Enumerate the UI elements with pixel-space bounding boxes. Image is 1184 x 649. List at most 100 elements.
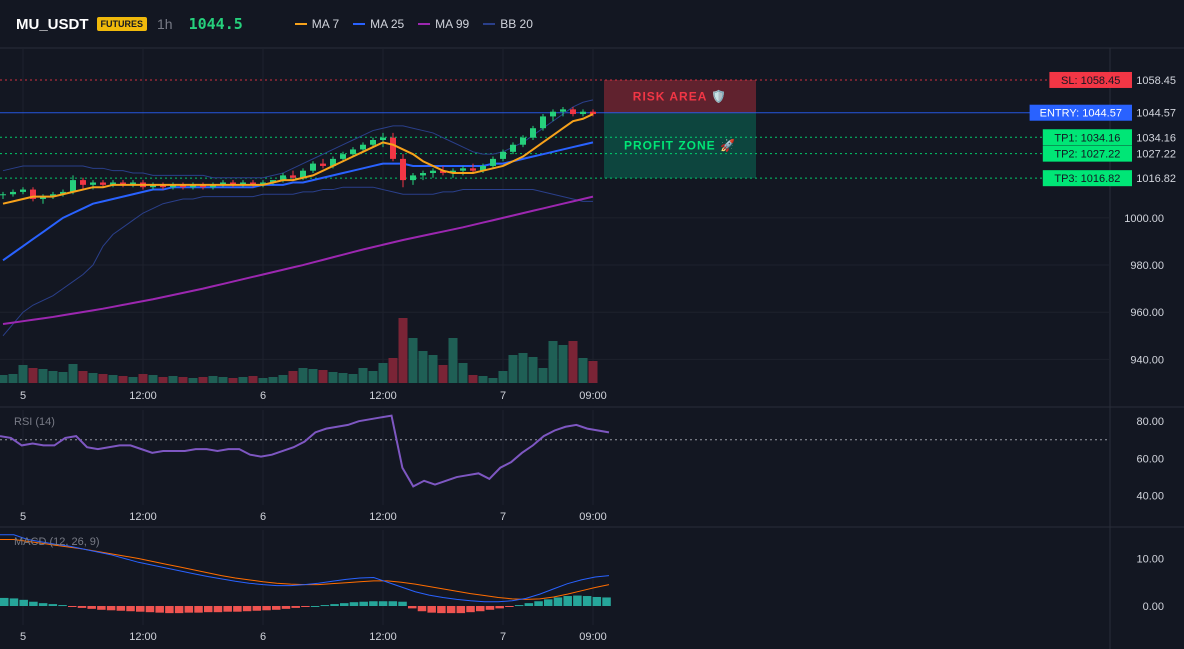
volume-bar [338, 373, 348, 383]
candle-body [500, 151, 506, 159]
candle-body [130, 182, 136, 185]
legend-swatch [353, 23, 366, 25]
candle-body [0, 194, 6, 196]
level-badge[interactable] [1042, 170, 1132, 187]
macd-histogram-bar [310, 606, 320, 607]
symbol-name[interactable]: MU_USDT [16, 15, 89, 33]
legend-ma7[interactable]: MA 7 [294, 17, 340, 31]
level-price-tick: 1027.22 [1136, 149, 1176, 161]
legend-swatch [418, 23, 431, 25]
macd-histogram-bar [349, 602, 359, 606]
volume-bar [588, 361, 598, 383]
indicator-legend: MA 7 MA 25 MA 99 BB 20 [294, 17, 547, 31]
profit-zone-label: PROFIT ZONE 🚀 [624, 138, 736, 152]
volume-bar [38, 369, 48, 383]
macd-histogram-bar [437, 606, 446, 614]
macd-histogram-bar [77, 606, 87, 608]
level-badge[interactable] [1042, 129, 1132, 146]
level-badge[interactable] [1029, 104, 1132, 121]
legend-ma99[interactable]: MA 99 [418, 17, 469, 31]
macd-histogram-bar [320, 605, 330, 607]
legend-ma25[interactable]: MA 25 [353, 17, 404, 31]
macd-histogram-bar [476, 606, 485, 612]
candle-body [300, 170, 306, 178]
volume-bar [458, 363, 468, 383]
candle-body [330, 158, 336, 166]
price-axis-tick: 1000.00 [1124, 213, 1164, 225]
volume-bar [378, 363, 388, 383]
futures-badge: FUTURES [96, 17, 148, 31]
macd-histogram-bar [301, 606, 310, 607]
legend-bb20[interactable]: BB 20 [483, 17, 533, 31]
candle-body [350, 149, 356, 155]
macd-histogram-bar [0, 597, 9, 606]
bollinger-upper [2, 99, 594, 179]
time-axis-tick: 12:00 [129, 631, 157, 643]
level-badge-label: ENTRY: 1044.57 [1040, 108, 1122, 120]
time-axis-tick: 5 [20, 631, 26, 643]
macd-histogram-bar [602, 597, 611, 606]
macd-histogram-bar [456, 606, 466, 614]
time-axis-tick: 6 [260, 511, 266, 523]
macd-axis-tick: 0.00 [1143, 601, 1164, 613]
legend-label: MA 7 [311, 17, 340, 31]
candle-body [210, 184, 216, 188]
volume-bar [28, 368, 38, 383]
macd-histogram-bar [204, 606, 213, 613]
macd-histogram-bar [466, 606, 475, 613]
macd-histogram-bar [38, 603, 48, 606]
candle-body [510, 144, 516, 152]
volume-bar [468, 375, 478, 383]
volume-bar [128, 377, 138, 383]
macd-axis-tick: 10.00 [1136, 554, 1164, 566]
candle-body [280, 175, 286, 181]
rsi-axis-tick: 40.00 [1136, 491, 1164, 503]
volume-bar [158, 377, 168, 383]
macd-histogram-bar [184, 606, 194, 613]
volume-bar [418, 351, 428, 383]
volume-bar [408, 338, 418, 383]
volume-bar [198, 377, 208, 383]
macd-histogram-bar [106, 606, 116, 611]
volume-bar [218, 377, 228, 383]
level-badge[interactable] [1042, 145, 1132, 162]
macd-histogram-bar [116, 606, 126, 611]
macd-histogram-bar [330, 604, 339, 606]
time-axis-tick: 09:00 [579, 390, 607, 402]
trade-zone [604, 112, 756, 179]
macd-histogram-bar [573, 595, 582, 606]
volume-bar [548, 341, 558, 383]
candle-body [560, 109, 566, 112]
time-axis-tick: 5 [20, 511, 26, 523]
macd-histogram-bar [233, 606, 242, 612]
level-badge-label: SL: 1058.45 [1061, 75, 1120, 87]
time-axis-tick: 5 [20, 390, 26, 402]
volume-bar [248, 376, 258, 383]
candle-body [100, 182, 106, 185]
candle-body [230, 182, 236, 185]
macd-histogram-bar [369, 601, 378, 606]
candle-body [420, 173, 426, 176]
volume-bar [568, 341, 578, 383]
time-axis-tick: 12:00 [129, 390, 157, 402]
macd-histogram-bar [281, 606, 291, 609]
volume-bar [18, 365, 28, 383]
candle-body [110, 182, 116, 185]
level-price-tick: 1034.16 [1136, 132, 1176, 144]
bollinger-lower [2, 186, 593, 337]
candle-body [490, 158, 496, 166]
macd-histogram-bar [592, 596, 602, 606]
risk-area-label: RISK AREA 🛡️ [633, 89, 727, 103]
macd-histogram-bar [505, 606, 514, 607]
level-badge[interactable] [1049, 71, 1132, 88]
timeframe-label[interactable]: 1h [157, 16, 173, 32]
candle-body [340, 154, 346, 159]
price-axis-tick: 960.00 [1130, 307, 1164, 319]
volume-bar [318, 370, 328, 383]
candle-body [590, 111, 596, 115]
candle-body [480, 165, 486, 171]
trade-zone [604, 79, 756, 113]
macd-histogram-bar [534, 601, 543, 606]
macd-histogram-bar [378, 601, 388, 606]
